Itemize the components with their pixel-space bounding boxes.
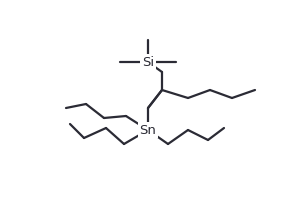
Text: Sn: Sn xyxy=(139,123,156,137)
Text: Si: Si xyxy=(142,55,154,69)
